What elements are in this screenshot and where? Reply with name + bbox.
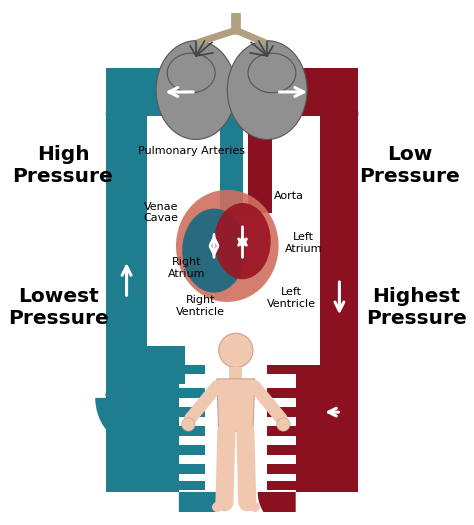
Ellipse shape [182, 208, 246, 292]
Text: Highest
Pressure: Highest Pressure [366, 287, 467, 328]
Polygon shape [267, 388, 334, 398]
Polygon shape [258, 492, 296, 525]
Ellipse shape [167, 53, 215, 93]
Ellipse shape [176, 190, 279, 302]
Text: Left
Ventricle: Left Ventricle [266, 287, 315, 309]
Ellipse shape [156, 40, 236, 140]
Text: Right
Atrium: Right Atrium [168, 257, 205, 279]
Polygon shape [267, 407, 334, 417]
Text: Low
Pressure: Low Pressure [359, 144, 460, 186]
Polygon shape [137, 465, 205, 474]
Text: Aorta: Aorta [274, 191, 304, 201]
Text: Pulmonary Arteries: Pulmonary Arteries [137, 146, 245, 156]
Ellipse shape [214, 203, 271, 279]
Polygon shape [137, 407, 205, 417]
Circle shape [277, 418, 290, 431]
Polygon shape [296, 365, 334, 492]
Polygon shape [236, 68, 358, 116]
Text: Lowest
Pressure: Lowest Pressure [8, 287, 109, 328]
Ellipse shape [228, 40, 307, 140]
Polygon shape [217, 379, 255, 431]
Text: Venae
Cavae: Venae Cavae [143, 202, 178, 224]
Polygon shape [248, 116, 272, 213]
Text: Right
Ventricle: Right Ventricle [176, 295, 225, 317]
Polygon shape [137, 445, 205, 455]
Polygon shape [179, 492, 220, 525]
Polygon shape [267, 445, 334, 455]
Polygon shape [137, 426, 205, 436]
Polygon shape [137, 480, 205, 490]
Polygon shape [106, 68, 236, 116]
Polygon shape [106, 384, 147, 492]
Polygon shape [106, 393, 147, 435]
Polygon shape [106, 393, 147, 435]
Polygon shape [320, 116, 358, 384]
Polygon shape [267, 465, 334, 474]
Polygon shape [267, 426, 334, 436]
Text: Left
Atrium: Left Atrium [284, 232, 322, 254]
Polygon shape [219, 116, 244, 213]
Polygon shape [137, 365, 179, 492]
Circle shape [182, 418, 195, 431]
Polygon shape [229, 368, 243, 379]
Polygon shape [137, 388, 205, 398]
Polygon shape [106, 116, 147, 384]
Polygon shape [137, 365, 205, 374]
Polygon shape [320, 384, 358, 492]
Polygon shape [106, 74, 147, 116]
Polygon shape [320, 78, 358, 116]
Polygon shape [267, 365, 334, 374]
Circle shape [219, 333, 253, 368]
Polygon shape [95, 398, 147, 450]
Text: High
Pressure: High Pressure [13, 144, 113, 186]
Polygon shape [267, 480, 334, 490]
Ellipse shape [248, 53, 296, 93]
Polygon shape [147, 345, 185, 384]
